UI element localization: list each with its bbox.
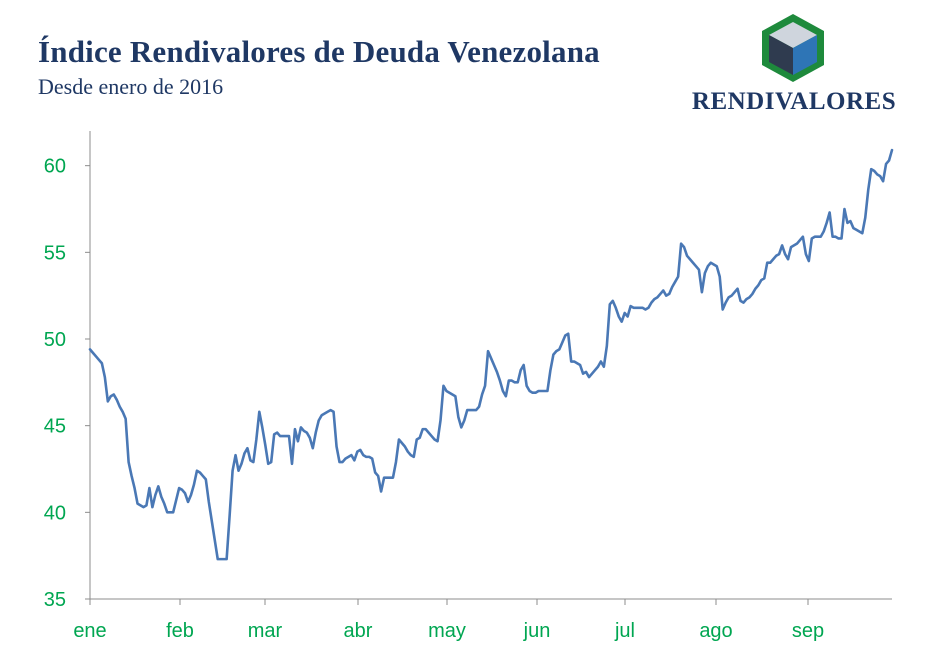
rendivalores-logo: RENDIVALORES <box>684 12 914 122</box>
x-tick-label-ago: ago <box>699 620 732 642</box>
x-tick-label-jun: jun <box>523 620 551 642</box>
x-tick-label-sep: sep <box>792 620 824 642</box>
cube-logo-icon <box>762 14 824 82</box>
y-tick-label: 60 <box>44 156 66 178</box>
chart-title: Índice Rendivalores de Deuda Venezolana <box>38 34 600 69</box>
y-tick-label: 55 <box>44 242 66 264</box>
y-tick-label: 45 <box>44 416 66 438</box>
x-tick-label-feb: feb <box>166 620 194 642</box>
index-series-line <box>88 148 894 561</box>
y-tick-label: 35 <box>44 589 66 611</box>
y-tick-label: 40 <box>44 502 66 524</box>
logo-text: RENDIVALORES <box>691 88 897 115</box>
x-tick-label-jul: jul <box>614 620 635 642</box>
x-tick-label-may: may <box>428 620 466 642</box>
x-tick-label-mar: mar <box>248 620 283 642</box>
y-tick-label: 50 <box>44 329 66 351</box>
x-tick-label-abr: abr <box>344 620 373 642</box>
x-tick-label-ene: ene <box>73 620 106 642</box>
chart-subtitle: Desde enero de 2016 <box>38 74 224 99</box>
